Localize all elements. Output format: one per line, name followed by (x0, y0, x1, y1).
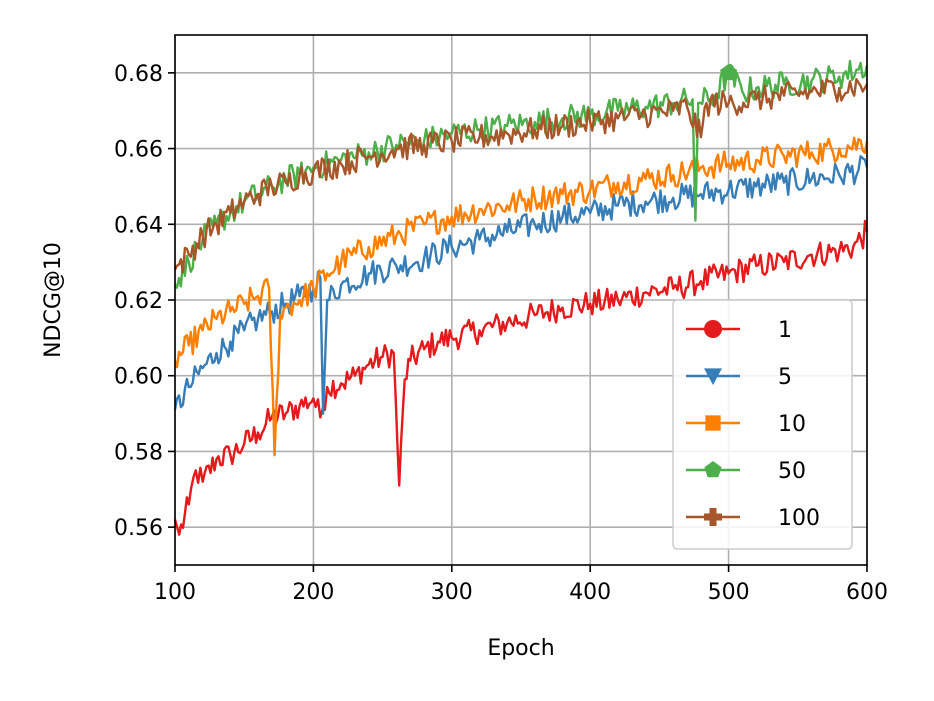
legend-label-100: 100 (778, 506, 820, 531)
x-tick-label: 600 (846, 580, 888, 605)
y-tick-label: 0.62 (114, 289, 163, 314)
legend-marker-50 (704, 461, 722, 478)
legend-label-1: 1 (778, 318, 792, 343)
legend-label-10: 10 (778, 412, 806, 437)
series-line-10 (173, 136, 869, 457)
y-tick-label: 0.56 (114, 516, 163, 541)
series-line-1 (173, 219, 869, 536)
series-line-100 (173, 78, 869, 274)
x-tick-label: 200 (292, 580, 334, 605)
legend-marker-1 (704, 320, 722, 338)
legend-label-50: 50 (778, 459, 806, 484)
y-tick-label: 0.64 (114, 213, 163, 238)
x-axis-label: Epoch (487, 636, 554, 661)
y-tick-label: 0.58 (114, 440, 163, 465)
x-tick-label: 500 (708, 580, 750, 605)
y-axis-label: NDCG@10 (41, 242, 66, 358)
x-tick-label: 100 (154, 580, 196, 605)
legend-marker-10 (705, 415, 721, 431)
legend-label-5: 5 (778, 365, 792, 390)
y-tick-label: 0.68 (114, 62, 163, 87)
legend-marker-5 (704, 368, 722, 385)
x-tick-label: 300 (431, 580, 473, 605)
series-marker-50 (720, 63, 738, 81)
y-tick-label: 0.60 (114, 365, 163, 390)
axis-ticks: 100 200 300 400 500 600 0.56 0.58 0.60 0.62 0.64 0.… (114, 62, 888, 605)
series-lines (173, 59, 869, 536)
x-tick-label: 400 (569, 580, 611, 605)
legend-box (672, 299, 853, 550)
legend-marker-100 (704, 508, 722, 526)
legend: 1 5 10 50 100 (672, 299, 853, 550)
y-tick-label: 0.66 (114, 138, 163, 163)
